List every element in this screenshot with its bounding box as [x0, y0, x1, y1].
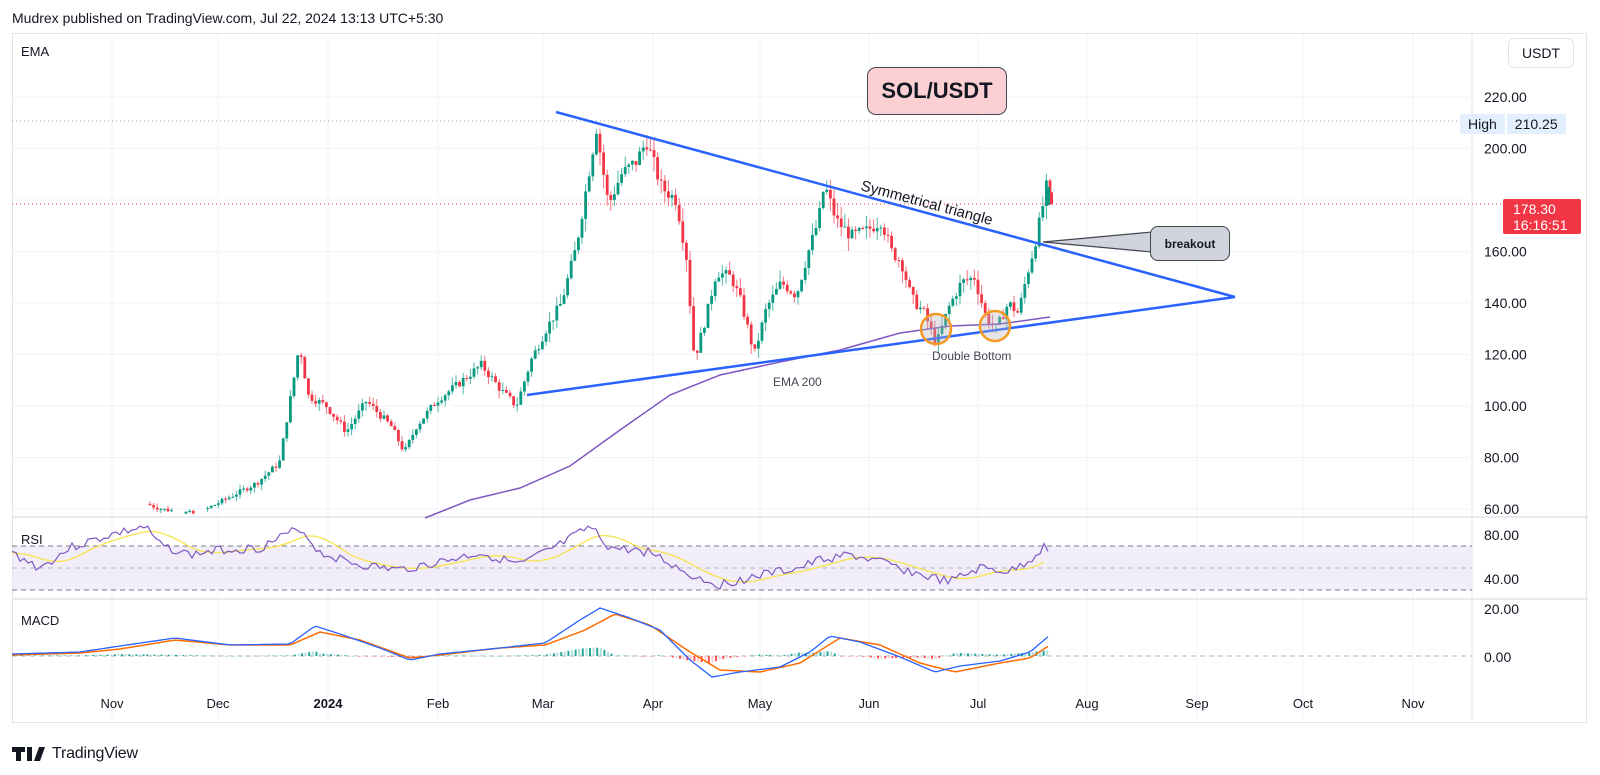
- price-tick: 60.00: [1484, 501, 1519, 517]
- time-tick: Apr: [643, 696, 664, 711]
- price-tick: 140.00: [1484, 295, 1527, 311]
- price-tick: 160.00: [1484, 244, 1527, 260]
- symmetrical-triangle-label: Symmetrical triangle: [859, 177, 995, 229]
- ema-200-line: [424, 316, 1051, 519]
- macd-line: [11, 607, 1049, 678]
- double-bottom-label: Double Bottom: [932, 349, 1011, 363]
- price-tick: 120.00: [1484, 347, 1527, 363]
- price-tick: 220.00: [1484, 89, 1527, 105]
- rsi-pane: [11, 525, 1472, 591]
- price-tick: 80.00: [1484, 450, 1519, 466]
- price-tick: 200.00: [1484, 141, 1527, 157]
- time-tick: Aug: [1075, 696, 1098, 711]
- high-value: 210.25: [1506, 114, 1566, 134]
- high-price-tag: High 210.25: [1460, 114, 1566, 134]
- main-pane-label[interactable]: EMA: [21, 44, 50, 59]
- svg-text:80.00: 80.00: [1484, 527, 1519, 543]
- time-tick: Mar: [532, 696, 555, 711]
- rsi-pane-label[interactable]: RSI: [21, 532, 43, 547]
- triangle-lower-trendline: [526, 295, 1236, 397]
- time-tick: Nov: [1401, 696, 1425, 711]
- breakout-callout: breakout: [1150, 226, 1230, 261]
- time-tick: Nov: [100, 696, 124, 711]
- price-tick: 100.00: [1484, 398, 1527, 414]
- svg-text:40.00: 40.00: [1484, 571, 1519, 587]
- tradingview-logo-icon: [12, 747, 45, 761]
- pair-title-annotation: SOL/USDT: [867, 67, 1007, 115]
- time-tick: Feb: [427, 696, 449, 711]
- ema-200-label: EMA 200: [773, 375, 822, 389]
- macd-signal-line: [11, 613, 1049, 673]
- bar-countdown: 16:16:51: [1513, 217, 1568, 233]
- rsi-ma-line: [11, 530, 1045, 583]
- triangle-upper-trendline: [555, 110, 1236, 299]
- double-bottom-circle: [978, 309, 1012, 343]
- time-tick: Jul: [970, 696, 987, 711]
- last-price: 178.30: [1513, 201, 1556, 217]
- publish-attribution: Mudrex published on TradingView.com, Jul…: [12, 10, 444, 26]
- footer: TradingView: [12, 745, 138, 763]
- svg-text:20.00: 20.00: [1484, 601, 1519, 617]
- double-bottom-circle: [919, 312, 953, 346]
- rsi-line: [11, 525, 1049, 590]
- candles: [148, 128, 1052, 515]
- macd-pane: [11, 607, 1472, 678]
- time-tick: 2024: [314, 696, 344, 711]
- last-price-tag: 178.30 16:16:51: [1503, 199, 1581, 234]
- macd-pane-label[interactable]: MACD: [21, 613, 60, 628]
- time-tick: Dec: [206, 696, 230, 711]
- grid: [12, 34, 1470, 720]
- svg-text:0.00: 0.00: [1484, 649, 1511, 665]
- time-tick: May: [748, 696, 773, 711]
- chart-frame: [12, 33, 1587, 723]
- time-tick: Sep: [1185, 696, 1208, 711]
- time-tick: Oct: [1293, 696, 1314, 711]
- high-label: High: [1460, 114, 1505, 134]
- time-tick: Jun: [859, 696, 880, 711]
- currency-selector[interactable]: USDT: [1508, 38, 1574, 68]
- tradingview-brand: TradingView: [52, 745, 138, 762]
